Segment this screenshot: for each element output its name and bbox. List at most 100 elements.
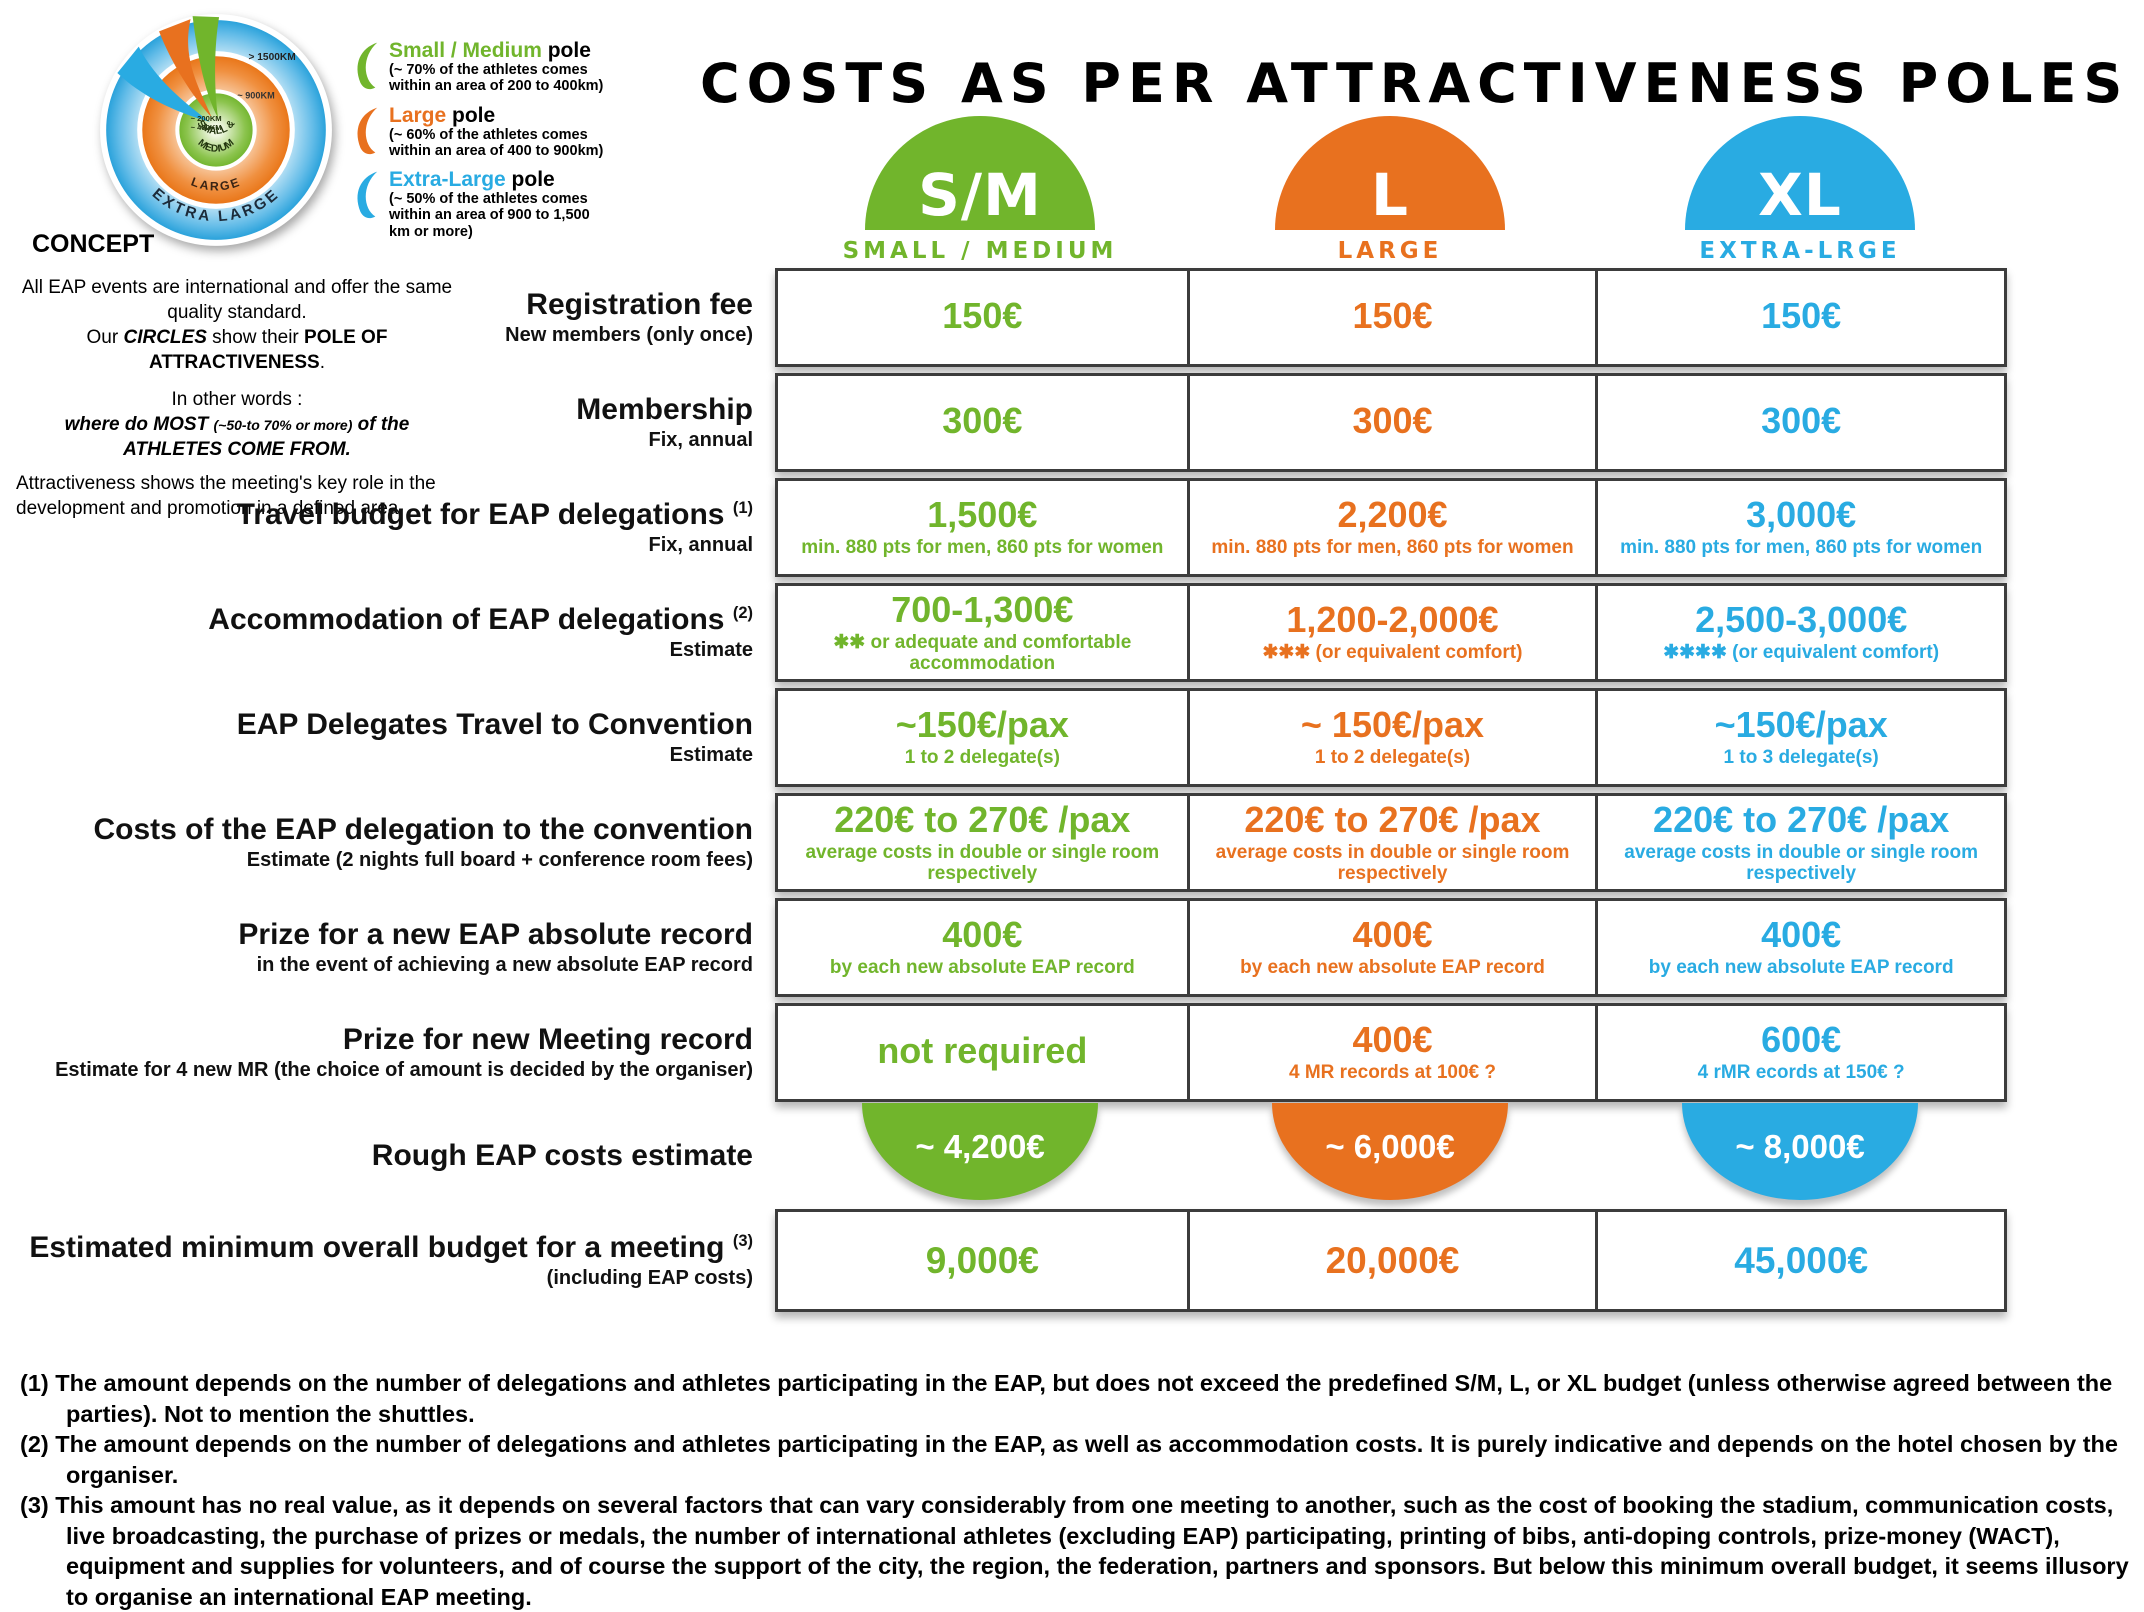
costs-table: Registration fee New members (only once)… (0, 268, 2010, 1318)
svg-text:SMALL &: SMALL & (195, 118, 238, 137)
badge-sm: S/M (918, 161, 1042, 229)
column-header-l: L (1275, 116, 1505, 230)
concept-heading: CONCEPT (32, 230, 155, 258)
column-sublabel-sm: SMALL / MEDIUM (842, 238, 1118, 264)
cell-value: 220€ to 270€ /pax (1244, 798, 1541, 840)
table-row-delegates-travel: EAP Delegates Travel to Convention Estim… (0, 688, 2010, 787)
page-title: COSTS AS PER ATTRACTIVENESS POLES (700, 52, 2130, 116)
row-sublabel: New members (only once) (505, 323, 753, 346)
legend-desc: (~ 50% of the athletes comes within an a… (389, 191, 590, 240)
cell-note: ✱✱✱✱ (or equivalent comfort) (1663, 642, 1940, 664)
cell-note: by each new absolute EAP record (829, 957, 1135, 979)
cell-note: 1 to 2 delegate(s) (1314, 747, 1471, 769)
table-row-registration-fee: Registration fee New members (only once)… (0, 268, 2010, 367)
swoosh-orange (159, 19, 212, 118)
cell-xl: 220€ to 270€ /pax average costs in double… (1595, 796, 2004, 889)
cell-value: 400€ (1352, 914, 1433, 956)
legend-item-extra-large: Extra-Large pole (~ 50% of the athletes … (352, 169, 606, 240)
row-label: Registration fee (526, 288, 753, 322)
footnotes: (1) The amount depends on the number of … (20, 1368, 2132, 1612)
cell-value: 45,000€ (1734, 1239, 1869, 1281)
crescent-icon-green (357, 42, 378, 90)
table-row-accommodation: Accommodation of EAP delegations (2) Est… (0, 583, 2010, 682)
footnote-2: (2) The amount depends on the number of … (20, 1431, 2118, 1488)
legend-item-small-medium: Small / Medium pole (~ 70% of the athlet… (352, 39, 606, 95)
cell-value: ~150€/pax (1714, 704, 1888, 746)
table-row-prize-meeting-record: Prize for new Meeting record Estimate fo… (0, 1003, 2010, 1102)
cell-l: 220€ to 270€ /pax average costs in double… (1186, 796, 1596, 889)
cell-value: 220€ to 270€ /pax (1653, 798, 1950, 840)
row-label: Costs of the EAP delegation to the conve… (93, 813, 754, 847)
cell-value: 20,000€ (1325, 1239, 1460, 1281)
cell-value: 300€ (1352, 400, 1433, 442)
cell-xl: ~150€/pax 1 to 3 delegate(s) (1595, 691, 2004, 784)
cell-value: 400€ (942, 914, 1023, 956)
cell-note: min. 880 pts for men, 860 pts for women (1620, 537, 1983, 559)
legend-name: Small / Medium (389, 39, 542, 62)
legend-item-large: Large pole (~ 60% of the athletes comes … (352, 103, 606, 160)
legend-name: Large (389, 103, 447, 127)
row-sublabel: Fix, annual (648, 428, 753, 451)
distance-1500km: > 1500KM (249, 52, 296, 63)
ring-small-medium (175, 89, 257, 171)
swoosh-green (192, 16, 220, 118)
cell-note: average costs in double or single room r… (805, 841, 1160, 884)
cell-l: 400€ 4 MR records at 100€ ? (1186, 1006, 1596, 1099)
column-sublabel-xl: EXTRA-LRGE (1699, 238, 1901, 264)
row-sublabel: Estimate (669, 638, 753, 661)
cell-value: 400€ (1352, 1019, 1433, 1061)
cell-note: by each new absolute EAP record (1240, 957, 1545, 979)
distance-900km: ~ 900KM (237, 90, 274, 100)
cell-sm: 220€ to 270€ /pax average costs in double… (778, 796, 1187, 889)
footnote-3: (3) This amount has no real value, as it… (20, 1492, 2129, 1610)
cell-l: 300€ (1186, 376, 1596, 469)
cell-value: 150€ (1352, 295, 1433, 337)
cell-value: 150€ (942, 295, 1023, 337)
cell-value: 600€ (1761, 1019, 1842, 1061)
cell-value: 3,000€ (1746, 494, 1857, 536)
row-sublabel: Estimate (669, 743, 753, 766)
cell-l: 2,200€ min. 880 pts for men, 860 pts for … (1186, 481, 1596, 574)
cell-note: ✱✱ or adequate and comfortable accommoda… (833, 631, 1132, 674)
legend-name: Extra-Large (389, 168, 506, 192)
concept-line-3: In other words : (171, 389, 303, 411)
cell-note: 1 to 2 delegate(s) (904, 747, 1060, 769)
row-label: EAP Delegates Travel to Convention (236, 708, 753, 742)
cell-l: 150€ (1186, 271, 1596, 364)
attractiveness-circles-diagram: EXTRA LARGE LARGE SMALL & MEDIUM > 1500K… (96, 10, 336, 250)
column-header-xl: XL (1685, 116, 1915, 230)
cell-note: 4 rMR ecords at 150€ ? (1697, 1062, 1905, 1084)
row-label: Membership (576, 393, 753, 427)
cell-value: 2,200€ (1337, 494, 1448, 536)
table-row-delegation-costs: Costs of the EAP delegation to the conve… (0, 793, 2010, 892)
footnote-1: (1) The amount depends on the number of … (20, 1370, 2113, 1427)
row-sublabel: Estimate (2 nights full board + conferen… (246, 848, 753, 871)
table-row-minimum-budget: Estimated minimum overall budget for a m… (0, 1209, 2010, 1312)
cell-note: average costs in double or single room r… (1624, 841, 1978, 884)
row-label: Prize for a new EAP absolute record (238, 918, 753, 952)
cell-sm: 400€ by each new absolute EAP record (778, 901, 1187, 994)
row-label: Accommodation of EAP delegations (2) (208, 603, 753, 637)
table-row-membership: Membership Fix, annual 300€ 300€ 300€ (0, 373, 2010, 472)
table-row-prize-absolute-record: Prize for a new EAP absolute record in t… (0, 898, 2010, 997)
table-row-rough-estimate: Rough EAP costs estimate ~ 4,200€ ~ 6,00… (0, 1103, 2010, 1203)
svg-text:LARGE: LARGE (189, 175, 243, 194)
cell-note: 1 to 3 delegate(s) (1723, 747, 1879, 769)
cell-l: 20,000€ (1186, 1212, 1596, 1309)
cell-value: 2,500-3,000€ (1695, 599, 1908, 641)
cell-xl: 45,000€ (1595, 1212, 2004, 1309)
cell-sm: not required (778, 1006, 1187, 1099)
concept-line-4: where do MOST (~50-to 70% or more) of th… (64, 414, 410, 461)
badge-l: L (1371, 161, 1409, 229)
cell-note: min. 880 pts for men, 860 pts for women (1211, 537, 1574, 559)
svg-text:MEDIUM: MEDIUM (196, 138, 237, 155)
rough-estimate-dome-sm: ~ 4,200€ (862, 1103, 1098, 1200)
legend-desc: (~ 60% of the athletes comes within an a… (389, 126, 604, 159)
row-label: Travel budget for EAP delegations (1) (236, 498, 753, 532)
cell-value: 400€ (1761, 914, 1842, 956)
row-sublabel: in the event of achieving a new absolute… (256, 953, 753, 976)
row-label: Rough EAP costs estimate (371, 1138, 753, 1172)
cell-note: by each new absolute EAP record (1648, 957, 1954, 979)
cell-xl: 400€ by each new absolute EAP record (1595, 901, 2004, 994)
row-label: Prize for new Meeting record (342, 1023, 753, 1057)
